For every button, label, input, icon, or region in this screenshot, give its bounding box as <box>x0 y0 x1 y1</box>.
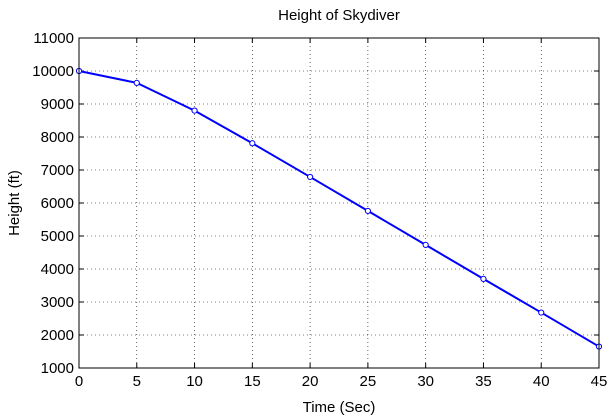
x-tick-labels: 0 5 10 15 20 25 30 35 40 45 <box>75 373 608 390</box>
x-tick-label: 5 <box>133 373 141 390</box>
grid <box>79 38 599 368</box>
x-tick-label: 0 <box>75 373 83 390</box>
y-tick-label: 1000 <box>41 360 74 377</box>
y-tick-labels: 1000 2000 3000 4000 5000 6000 7000 8000 9000 1000… <box>32 30 74 377</box>
x-tick-label: 35 <box>475 373 492 390</box>
data-point <box>307 173 314 181</box>
data-point <box>538 309 545 316</box>
chart-title: Height of Skydiver <box>278 7 400 24</box>
y-tick-label: 6000 <box>41 195 74 212</box>
x-tick-label: 25 <box>360 373 377 390</box>
data-point <box>422 241 429 249</box>
data-point <box>249 140 256 147</box>
x-tick-label: 20 <box>302 373 319 390</box>
y-tick-label: 7000 <box>41 162 74 179</box>
y-tick-label: 10000 <box>32 63 74 80</box>
ticks <box>78 37 600 369</box>
y-tick-label: 8000 <box>41 129 74 146</box>
data-point <box>191 107 198 114</box>
x-axis-label: Time (Sec) <box>303 399 376 416</box>
x-tick-label: 15 <box>244 373 261 390</box>
y-tick-label: 11000 <box>33 30 74 47</box>
y-tick-label: 3000 <box>41 294 74 311</box>
y-tick-label: 4000 <box>41 261 74 278</box>
x-tick-label: 40 <box>533 373 550 390</box>
series-line <box>78 70 600 348</box>
y-axis-label: Height (ft) <box>6 170 23 236</box>
y-tick-label: 5000 <box>41 228 74 245</box>
data-point <box>133 79 140 86</box>
data-point <box>364 207 371 215</box>
x-tick-label: 30 <box>417 373 434 390</box>
data-point <box>480 275 487 282</box>
plot-frame-border <box>78 37 600 369</box>
y-tick-label: 9000 <box>41 96 74 113</box>
x-tick-label: 45 <box>591 373 608 390</box>
x-tick-label: 10 <box>186 373 203 390</box>
y-tick-label: 2000 <box>41 327 74 344</box>
